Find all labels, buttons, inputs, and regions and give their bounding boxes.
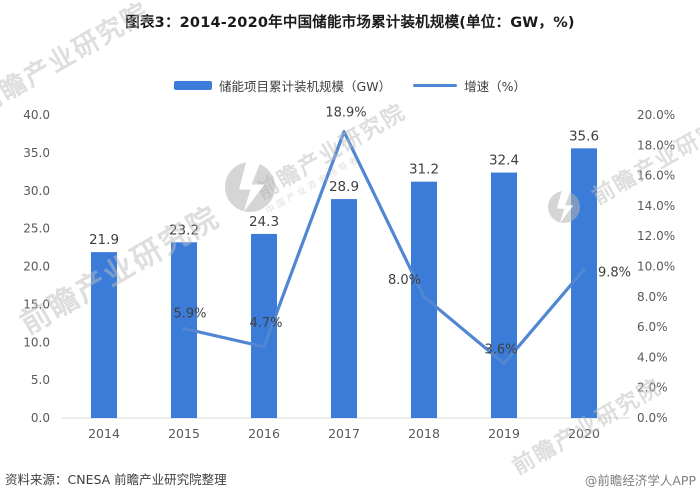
bar-value-label: 32.4 — [489, 153, 519, 169]
bars-group: 21.9 23.2 24.3 28.9 31.2 32.4 35.6 — [89, 128, 599, 418]
bar-2020 — [571, 148, 597, 418]
x-axis-label-2019: 2019 — [488, 426, 520, 441]
right-axis-tick-label: 20.0% — [637, 108, 675, 122]
bar-value-label: 35.6 — [569, 128, 599, 144]
left-axis-tick-label: 15.0 — [23, 297, 50, 311]
left-axis-tick-label: 40.0 — [23, 108, 50, 122]
right-axis-tick-label: 8.0% — [637, 290, 668, 304]
x-axis-label-2017: 2017 — [328, 426, 360, 441]
right-axis-tick-label: 14.0% — [637, 199, 675, 213]
right-axis-tick-label: 0.0% — [637, 411, 668, 425]
data-source-note: 资料来源：CNESA 前瞻产业研究院整理 — [5, 472, 227, 487]
right-axis-tick-label: 2.0% — [637, 381, 668, 395]
x-axis-category-labels: 2014 2015 2016 2017 2018 2019 2020 — [88, 426, 600, 441]
x-axis-label-2014: 2014 — [88, 426, 120, 441]
left-axis-tick-label: 25.0 — [23, 222, 50, 236]
left-axis-tick-label: 35.0 — [23, 146, 50, 160]
line-series-swatch-icon — [413, 83, 458, 88]
bar-2019 — [491, 172, 517, 418]
line-value-labels: 5.9% 4.7% 18.9% 8.0% 3.6% 9.8% — [173, 106, 631, 358]
line-value-label: 4.7% — [249, 316, 282, 331]
legend-item-growth-rate: 增速（%） — [413, 76, 526, 95]
line-value-label: 8.0% — [388, 273, 421, 288]
bar-2014 — [91, 252, 117, 418]
bar-value-label: 28.9 — [329, 179, 359, 195]
watermark-logo-icon — [225, 162, 275, 212]
right-axis-tick-label: 12.0% — [637, 229, 675, 243]
bar-value-label: 31.2 — [409, 162, 439, 178]
right-axis-tick-label: 16.0% — [637, 169, 675, 183]
bar-value-label: 23.2 — [169, 222, 199, 238]
line-value-label: 5.9% — [173, 307, 206, 322]
bar-value-label: 21.9 — [89, 232, 119, 248]
bar-value-label: 24.3 — [249, 214, 279, 230]
legend-label-installed-capacity: 储能项目累计装机规模（GW） — [219, 79, 392, 94]
chart-title: 图表3：2014-2020年中国储能市场累计装机规模(单位：GW，%) — [125, 15, 575, 31]
x-axis-label-2020: 2020 — [568, 426, 600, 441]
growth-rate-line — [182, 130, 586, 366]
line-value-label: 3.6% — [484, 342, 517, 357]
legend-item-installed-capacity: 储能项目累计装机规模（GW） — [174, 76, 391, 95]
left-axis-tick-label: 0.0 — [31, 411, 50, 425]
right-axis-tick-label: 4.0% — [637, 350, 668, 364]
left-axis-tick-label: 30.0 — [23, 184, 50, 198]
credit-note: @前瞻经济学人APP — [584, 473, 696, 488]
watermark-logo-icon — [548, 191, 580, 223]
legend: 储能项目累计装机规模（GW） 增速（%） — [0, 76, 700, 95]
legend-label-growth-rate: 增速（%） — [464, 79, 526, 94]
watermark-text: 前瞻产业研究院 — [0, 0, 155, 121]
right-axis-tick-label: 6.0% — [637, 320, 668, 334]
left-axis-tick-label: 5.0 — [31, 373, 50, 387]
bar-2018 — [411, 181, 437, 418]
axis-labels: 0.0 5.0 10.0 15.0 20.0 25.0 30.0 35.0 40.0 0.0% 2.… — [23, 108, 675, 425]
right-axis-tick-label: 18.0% — [637, 138, 675, 152]
left-axis-tick-label: 10.0 — [23, 335, 50, 349]
bar-series-swatch-icon — [174, 81, 213, 90]
bar-2017 — [331, 199, 357, 418]
line-value-label: 9.8% — [598, 266, 631, 281]
x-axis-label-2016: 2016 — [248, 426, 280, 441]
line-value-label: 18.9% — [325, 106, 366, 121]
left-axis-tick-label: 20.0 — [23, 260, 50, 274]
x-axis-label-2015: 2015 — [168, 426, 200, 441]
right-axis-tick-label: 10.0% — [637, 260, 675, 274]
x-axis-label-2018: 2018 — [408, 426, 440, 441]
